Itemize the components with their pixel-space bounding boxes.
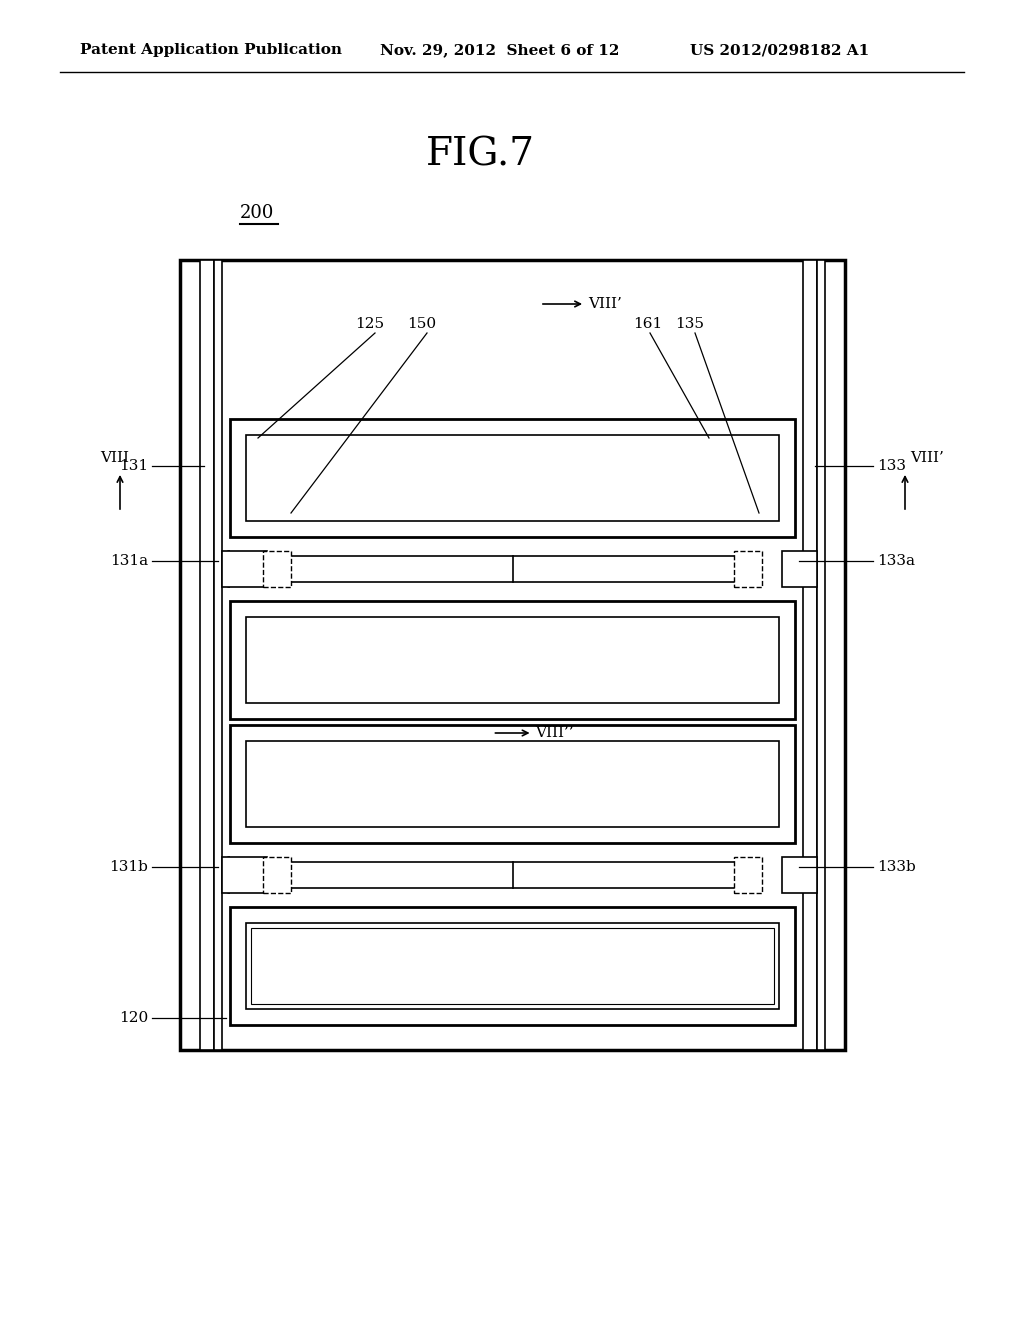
- Bar: [180, 260, 845, 1049]
- Bar: [214, 260, 222, 1049]
- Text: 135: 135: [676, 317, 705, 331]
- Text: 131a: 131a: [110, 554, 148, 568]
- Text: 125: 125: [355, 317, 385, 331]
- Text: 200: 200: [240, 205, 274, 222]
- Text: 133b: 133b: [877, 861, 915, 874]
- Text: 150: 150: [408, 317, 436, 331]
- Bar: [265, 862, 760, 888]
- Bar: [230, 907, 795, 1026]
- Bar: [782, 857, 817, 894]
- Bar: [222, 857, 267, 894]
- Bar: [817, 260, 825, 1049]
- Text: 161: 161: [634, 317, 663, 331]
- Text: VIII’’: VIII’’: [536, 726, 574, 741]
- Text: 133: 133: [877, 459, 906, 473]
- Bar: [263, 550, 291, 587]
- Text: 133a: 133a: [877, 554, 915, 568]
- Bar: [200, 260, 214, 1049]
- Text: 120: 120: [119, 1011, 148, 1026]
- Bar: [734, 857, 762, 894]
- Text: US 2012/0298182 A1: US 2012/0298182 A1: [690, 44, 869, 57]
- Bar: [246, 616, 779, 704]
- Text: VIII’: VIII’: [588, 297, 622, 312]
- Text: FIG.7: FIG.7: [426, 136, 535, 173]
- Text: Nov. 29, 2012  Sheet 6 of 12: Nov. 29, 2012 Sheet 6 of 12: [380, 44, 620, 57]
- Bar: [246, 923, 779, 1008]
- Bar: [230, 418, 795, 537]
- Bar: [230, 725, 795, 843]
- Bar: [263, 857, 291, 894]
- Bar: [246, 741, 779, 828]
- Bar: [265, 556, 760, 582]
- Bar: [734, 550, 762, 587]
- Bar: [246, 436, 779, 521]
- Text: Patent Application Publication: Patent Application Publication: [80, 44, 342, 57]
- Bar: [803, 260, 817, 1049]
- Bar: [251, 928, 774, 1005]
- Text: 131: 131: [119, 459, 148, 473]
- Text: 131b: 131b: [110, 861, 148, 874]
- Text: VIII: VIII: [100, 451, 129, 465]
- Bar: [222, 550, 267, 587]
- Bar: [230, 601, 795, 719]
- Text: VIII’: VIII’: [910, 451, 944, 465]
- Bar: [782, 550, 817, 587]
